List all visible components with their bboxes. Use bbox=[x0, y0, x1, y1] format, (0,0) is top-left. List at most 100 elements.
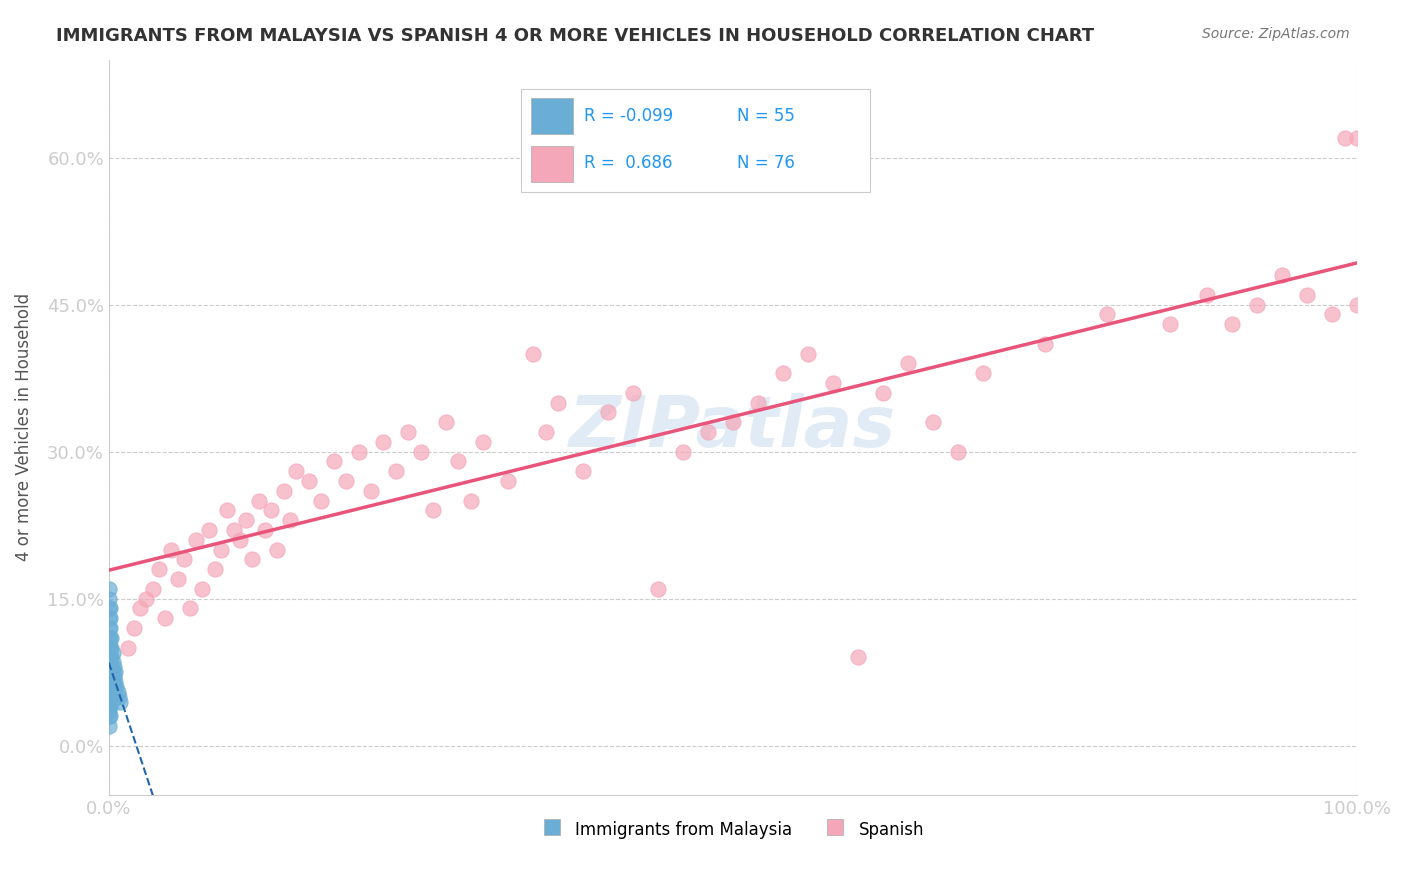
Y-axis label: 4 or more Vehicles in Household: 4 or more Vehicles in Household bbox=[15, 293, 32, 561]
Point bbox=[972, 366, 994, 380]
Point bbox=[498, 474, 520, 488]
Point bbox=[97, 705, 120, 719]
Point bbox=[396, 425, 419, 439]
Point bbox=[266, 542, 288, 557]
Point bbox=[100, 631, 122, 645]
Point bbox=[122, 621, 145, 635]
Point bbox=[103, 670, 125, 684]
Point bbox=[129, 601, 152, 615]
Point bbox=[97, 665, 120, 680]
Point bbox=[104, 665, 127, 680]
Point bbox=[98, 699, 121, 714]
Point bbox=[447, 454, 470, 468]
Point bbox=[97, 650, 120, 665]
Point bbox=[322, 454, 344, 468]
Point bbox=[1333, 131, 1355, 145]
Point bbox=[101, 685, 124, 699]
Point bbox=[100, 640, 122, 655]
Point bbox=[98, 670, 121, 684]
Point bbox=[247, 493, 270, 508]
Point bbox=[97, 675, 120, 690]
Point bbox=[97, 680, 120, 694]
Point bbox=[97, 695, 120, 709]
Point bbox=[166, 572, 188, 586]
Point bbox=[98, 680, 121, 694]
Point bbox=[921, 415, 943, 429]
Point bbox=[335, 474, 357, 488]
Point bbox=[1296, 288, 1319, 302]
Point bbox=[242, 552, 264, 566]
Point bbox=[101, 646, 124, 660]
Point bbox=[1246, 298, 1268, 312]
Text: IMMIGRANTS FROM MALAYSIA VS SPANISH 4 OR MORE VEHICLES IN HOUSEHOLD CORRELATION : IMMIGRANTS FROM MALAYSIA VS SPANISH 4 OR… bbox=[56, 27, 1094, 45]
Point bbox=[572, 464, 595, 478]
Point bbox=[897, 356, 920, 370]
Point bbox=[1220, 317, 1243, 331]
Point bbox=[101, 656, 124, 670]
Point bbox=[647, 582, 669, 596]
Point bbox=[97, 621, 120, 635]
Point bbox=[97, 601, 120, 615]
Point bbox=[104, 675, 127, 690]
Point bbox=[697, 425, 720, 439]
Point bbox=[100, 680, 122, 694]
Point bbox=[309, 493, 332, 508]
Point bbox=[1097, 308, 1119, 322]
Point bbox=[98, 660, 121, 674]
Point bbox=[135, 591, 157, 606]
Point bbox=[547, 395, 569, 409]
Point bbox=[347, 444, 370, 458]
Point bbox=[1320, 308, 1343, 322]
Point bbox=[97, 690, 120, 704]
Point bbox=[946, 444, 969, 458]
Point bbox=[97, 670, 120, 684]
Legend: Immigrants from Malaysia, Spanish: Immigrants from Malaysia, Spanish bbox=[534, 814, 931, 846]
Point bbox=[260, 503, 283, 517]
Point bbox=[97, 591, 120, 606]
Point bbox=[253, 523, 276, 537]
Point bbox=[98, 640, 121, 655]
Point bbox=[101, 675, 124, 690]
Point bbox=[142, 582, 165, 596]
Point bbox=[1033, 336, 1056, 351]
Point bbox=[747, 395, 769, 409]
Point bbox=[98, 631, 121, 645]
Point bbox=[285, 464, 308, 478]
Text: Source: ZipAtlas.com: Source: ZipAtlas.com bbox=[1202, 27, 1350, 41]
Point bbox=[153, 611, 176, 625]
Point bbox=[97, 611, 120, 625]
Point bbox=[434, 415, 457, 429]
Point bbox=[217, 503, 239, 517]
Point bbox=[297, 474, 319, 488]
Point bbox=[148, 562, 170, 576]
Point bbox=[821, 376, 844, 390]
Point bbox=[1197, 288, 1219, 302]
Point bbox=[173, 552, 195, 566]
Point bbox=[278, 513, 301, 527]
Point bbox=[103, 660, 125, 674]
Point bbox=[534, 425, 557, 439]
Point bbox=[422, 503, 444, 517]
Point bbox=[100, 660, 122, 674]
Point bbox=[846, 650, 869, 665]
Point bbox=[229, 533, 252, 547]
Point bbox=[100, 690, 122, 704]
Point bbox=[97, 656, 120, 670]
Point bbox=[103, 680, 125, 694]
Point bbox=[98, 690, 121, 704]
Point bbox=[97, 660, 120, 674]
Point bbox=[472, 434, 495, 449]
Point bbox=[872, 385, 894, 400]
Point bbox=[235, 513, 257, 527]
Point bbox=[100, 670, 122, 684]
Point bbox=[97, 582, 120, 596]
Point bbox=[1346, 298, 1368, 312]
Text: ZIPatlas: ZIPatlas bbox=[569, 392, 897, 462]
Point bbox=[1346, 131, 1368, 145]
Point bbox=[101, 665, 124, 680]
Point bbox=[100, 650, 122, 665]
Point bbox=[117, 640, 139, 655]
Point bbox=[222, 523, 245, 537]
Point bbox=[204, 562, 226, 576]
Point bbox=[772, 366, 794, 380]
